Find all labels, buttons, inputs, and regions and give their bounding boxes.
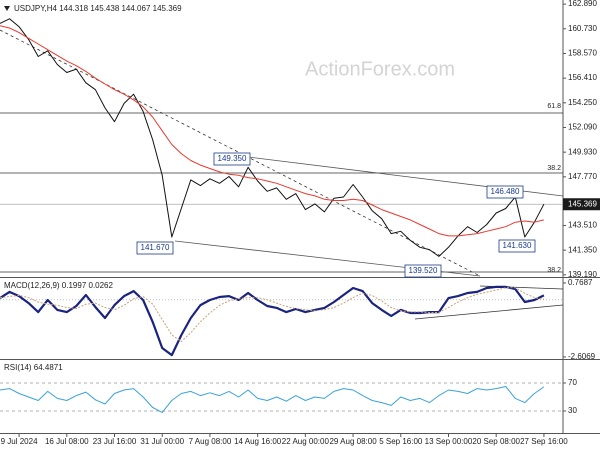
x-tick-label: 16 Jul 08:00: [45, 437, 89, 446]
y-tick-label: 30: [568, 406, 577, 415]
series-line: [0, 386, 545, 413]
fib-label: 38.2: [547, 267, 561, 274]
watermark: ActionForex.com: [305, 58, 455, 80]
current-price-box: [563, 198, 600, 211]
annotation: 141.670: [141, 243, 170, 252]
y-tick-label: 156.410: [568, 73, 597, 82]
y-tick-label: 139.190: [568, 270, 597, 279]
fib-label: 38.2: [547, 165, 561, 172]
x-tick-label: 9 Jul 2024: [1, 437, 38, 446]
series-line: [0, 25, 545, 237]
fib-label: 61.8: [547, 103, 561, 110]
annotation-box: [136, 241, 174, 255]
y-tick-label: 141.350: [568, 245, 597, 254]
chart-title: USDJPY,H4 144.318 145.438 144.067 145.36…: [14, 4, 182, 13]
series-line: [0, 18, 545, 257]
y-tick-label: 154.250: [568, 98, 597, 107]
symbol-arrow: [4, 6, 10, 11]
y-tick-label: -2.6069: [568, 352, 596, 361]
y-tick-label: 160.730: [568, 24, 597, 33]
y-tick-label: 0.7687: [568, 278, 593, 287]
x-tick-label: 7 Aug 08:00: [189, 437, 232, 446]
series-line: [0, 285, 545, 357]
x-tick-label: 5 Sep 16:00: [379, 437, 423, 446]
y-tick-label: 162.890: [568, 0, 597, 8]
y-tick-label: 149.930: [568, 147, 597, 156]
y-tick-label: 143.510: [568, 221, 597, 230]
annotation-box: [213, 152, 251, 166]
y-tick-label: 152.090: [568, 123, 597, 132]
current-price-label: 145.369: [568, 199, 597, 208]
x-tick-label: 29 Aug 08:00: [329, 437, 377, 446]
macd-trend-line: [414, 304, 564, 320]
annotation: 146.480: [491, 187, 520, 196]
annotation: 141.630: [503, 241, 532, 250]
x-tick-label: 13 Sep 00:00: [425, 437, 473, 446]
annotation-box: [486, 185, 524, 199]
x-tick-label: 23 Jul 16:00: [93, 437, 137, 446]
x-tick-label: 22 Aug 00:00: [282, 437, 330, 446]
x-tick-label: 31 Jul 00:00: [140, 437, 184, 446]
annotation-box: [498, 239, 536, 253]
rsi-title: RSI(14) 64.4871: [4, 363, 63, 372]
x-tick-label: 14 Aug 16:00: [234, 437, 282, 446]
macd-title: MACD(12,26,9) 0.1997 0.0262: [4, 281, 114, 290]
annotation-box: [404, 264, 442, 278]
x-tick-label: 20 Sep 08:00: [472, 437, 520, 446]
annotation: 149.350: [218, 154, 247, 163]
annotation: 139.520: [409, 266, 438, 275]
y-tick-label: 158.570: [568, 49, 597, 58]
x-tick-label: 27 Sep 16:00: [520, 437, 568, 446]
y-tick-label: 147.770: [568, 172, 597, 181]
y-tick-label: 70: [568, 378, 577, 387]
